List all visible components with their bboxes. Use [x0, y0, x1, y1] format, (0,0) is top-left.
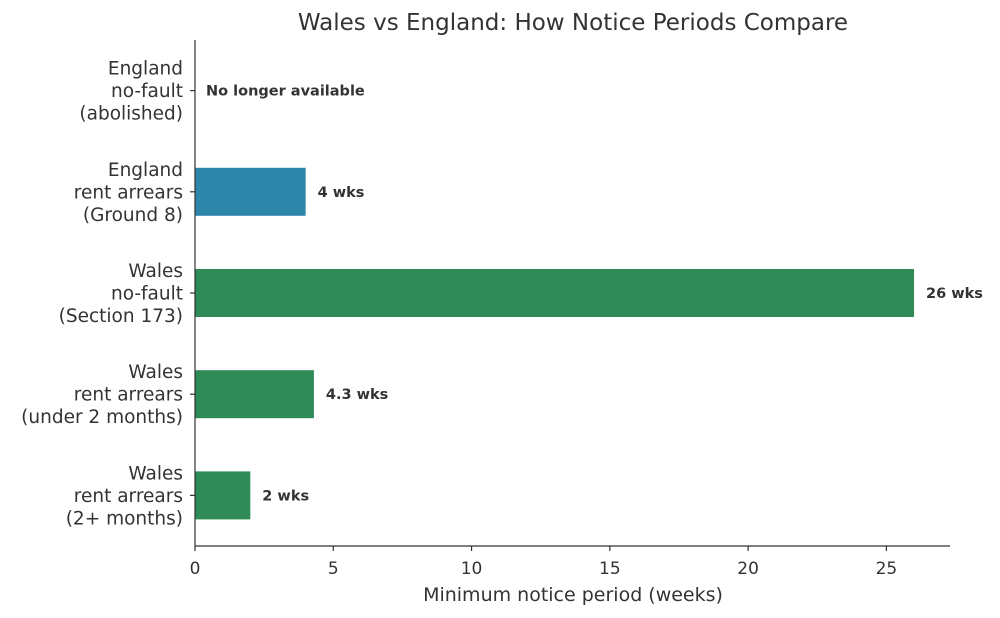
- x-tick-label-3: 15: [599, 559, 621, 579]
- chart-title: Wales vs England: How Notice Periods Com…: [298, 10, 848, 36]
- data-label-0: No longer available: [206, 84, 365, 100]
- y-tick-label-2: Wales no-fault (Section 173): [59, 261, 183, 327]
- x-tick-label-1: 5: [328, 559, 339, 579]
- data-label-3: 4.3 wks: [326, 387, 388, 403]
- y-tick-label-1: England rent arrears (Ground 8): [74, 160, 183, 226]
- y-tick-label-4: Wales rent arrears (2+ months): [66, 463, 183, 529]
- x-tick-label-5: 25: [876, 559, 898, 579]
- bar-1: [195, 167, 306, 216]
- bar-4: [195, 471, 251, 520]
- x-tick-label-4: 20: [737, 559, 759, 579]
- data-label-1: 4 wks: [318, 185, 365, 201]
- data-label-4: 2 wks: [262, 488, 309, 504]
- y-tick-label-3: Wales rent arrears (under 2 months): [21, 362, 183, 428]
- bar-3: [195, 370, 314, 419]
- x-axis-label: Minimum notice period (weeks): [423, 584, 723, 606]
- bars-group: [195, 167, 915, 520]
- x-tick-label-0: 0: [190, 559, 201, 579]
- data-labels-group: No longer available 4 wks 26 wks 4.3 wks 2 w…: [206, 84, 983, 505]
- x-axis-ticks: 0 5 10 15 20 25: [190, 546, 898, 579]
- x-tick-label-2: 10: [461, 559, 483, 579]
- y-tick-label-0: England no-fault (abolished): [79, 59, 183, 125]
- y-axis-labels: England no-fault (abolished) England rent ar…: [21, 59, 195, 529]
- data-label-2: 26 wks: [926, 286, 983, 302]
- bar-2: [195, 269, 915, 317]
